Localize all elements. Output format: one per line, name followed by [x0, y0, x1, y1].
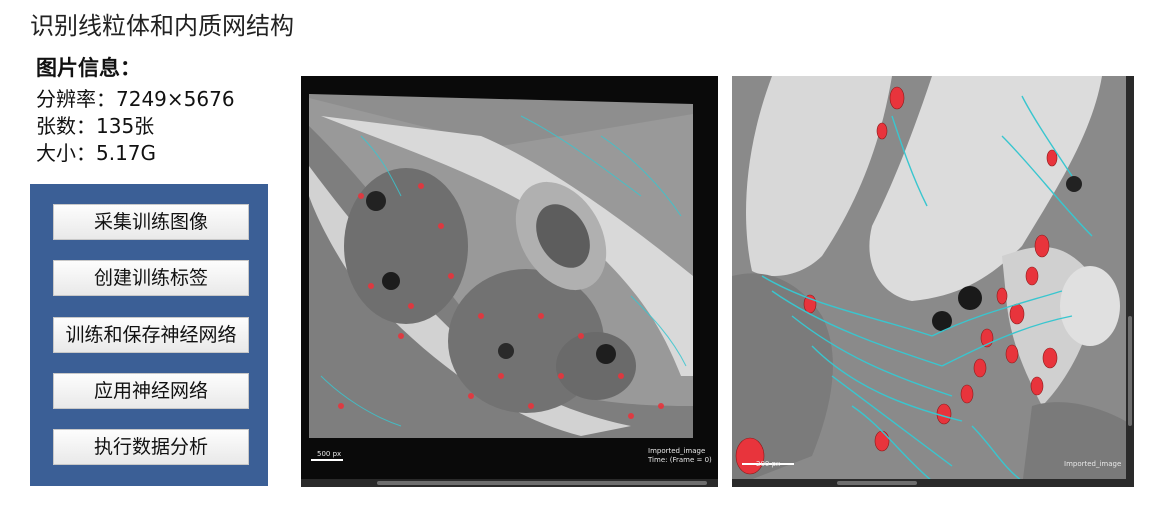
workflow-panel: 采集训练图像 创建训练标签 训练和保存神经网络 应用神经网络 执行数据分析	[30, 184, 268, 486]
zoom-image-viewer[interactable]: 200 px Imported_image	[732, 76, 1134, 487]
image-info-heading: 图片信息：	[36, 56, 141, 80]
overview-scale-label: 500 px	[317, 450, 342, 458]
zoom-vscroll-thumb[interactable]	[1128, 316, 1132, 426]
image-count: 张数：135张	[36, 114, 155, 138]
overview-image-name: Imported_image	[648, 447, 706, 455]
zoom-hscroll-thumb[interactable]	[837, 481, 917, 485]
collect-training-images-button[interactable]: 采集训练图像	[53, 204, 249, 240]
image-size: 大小：5.17G	[36, 141, 157, 165]
overview-em-image	[301, 76, 718, 487]
overview-image-viewer[interactable]: 500 px Imported_image Time: (Frame = 0)	[301, 76, 718, 487]
create-training-labels-button[interactable]: 创建训练标签	[53, 260, 249, 296]
data-analysis-button[interactable]: 执行数据分析	[53, 429, 249, 465]
zoom-scale-label: 200 px	[756, 460, 781, 468]
zoom-em-image	[732, 76, 1134, 487]
overview-scale-bar	[311, 459, 343, 461]
overview-time-label: Time: (Frame = 0)	[648, 456, 712, 464]
apply-network-button[interactable]: 应用神经网络	[53, 373, 249, 409]
image-info: 分辨率：7249×5676 张数：135张 大小：5.17G	[36, 86, 235, 167]
overview-scroll-thumb[interactable]	[377, 481, 707, 485]
train-save-network-button[interactable]: 训练和保存神经网络	[53, 317, 249, 353]
page-title: 识别线粒体和内质网结构	[30, 12, 294, 40]
image-resolution: 分辨率：7249×5676	[36, 87, 235, 111]
overview-horizontal-scrollbar[interactable]	[301, 479, 718, 487]
zoom-horizontal-scrollbar[interactable]	[732, 479, 1134, 487]
zoom-vertical-scrollbar[interactable]	[1126, 76, 1134, 479]
zoom-scale-bar	[742, 463, 794, 465]
zoom-image-name: Imported_image	[1064, 460, 1122, 468]
